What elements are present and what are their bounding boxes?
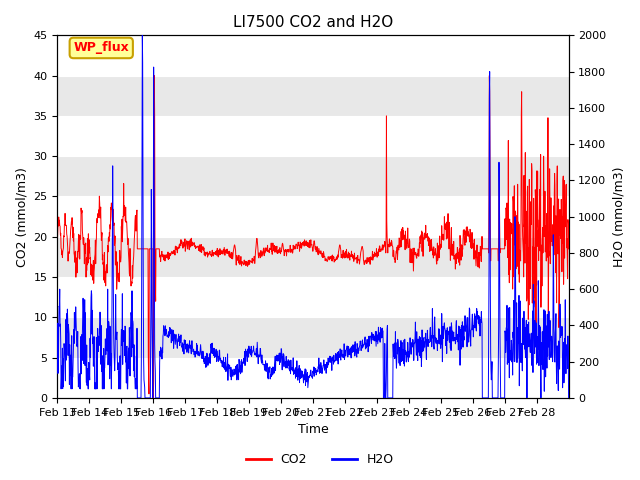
Legend: CO2, H2O: CO2, H2O	[241, 448, 399, 471]
Y-axis label: CO2 (mmol/m3): CO2 (mmol/m3)	[15, 167, 28, 266]
Title: LI7500 CO2 and H2O: LI7500 CO2 and H2O	[233, 15, 393, 30]
Bar	[58, 116, 568, 156]
Bar	[58, 277, 568, 317]
Text: WP_flux: WP_flux	[74, 41, 129, 54]
Bar	[58, 196, 568, 237]
Bar	[58, 358, 568, 398]
Y-axis label: H2O (mmol/m3): H2O (mmol/m3)	[612, 167, 625, 267]
Bar	[58, 36, 568, 76]
X-axis label: Time: Time	[298, 423, 328, 436]
